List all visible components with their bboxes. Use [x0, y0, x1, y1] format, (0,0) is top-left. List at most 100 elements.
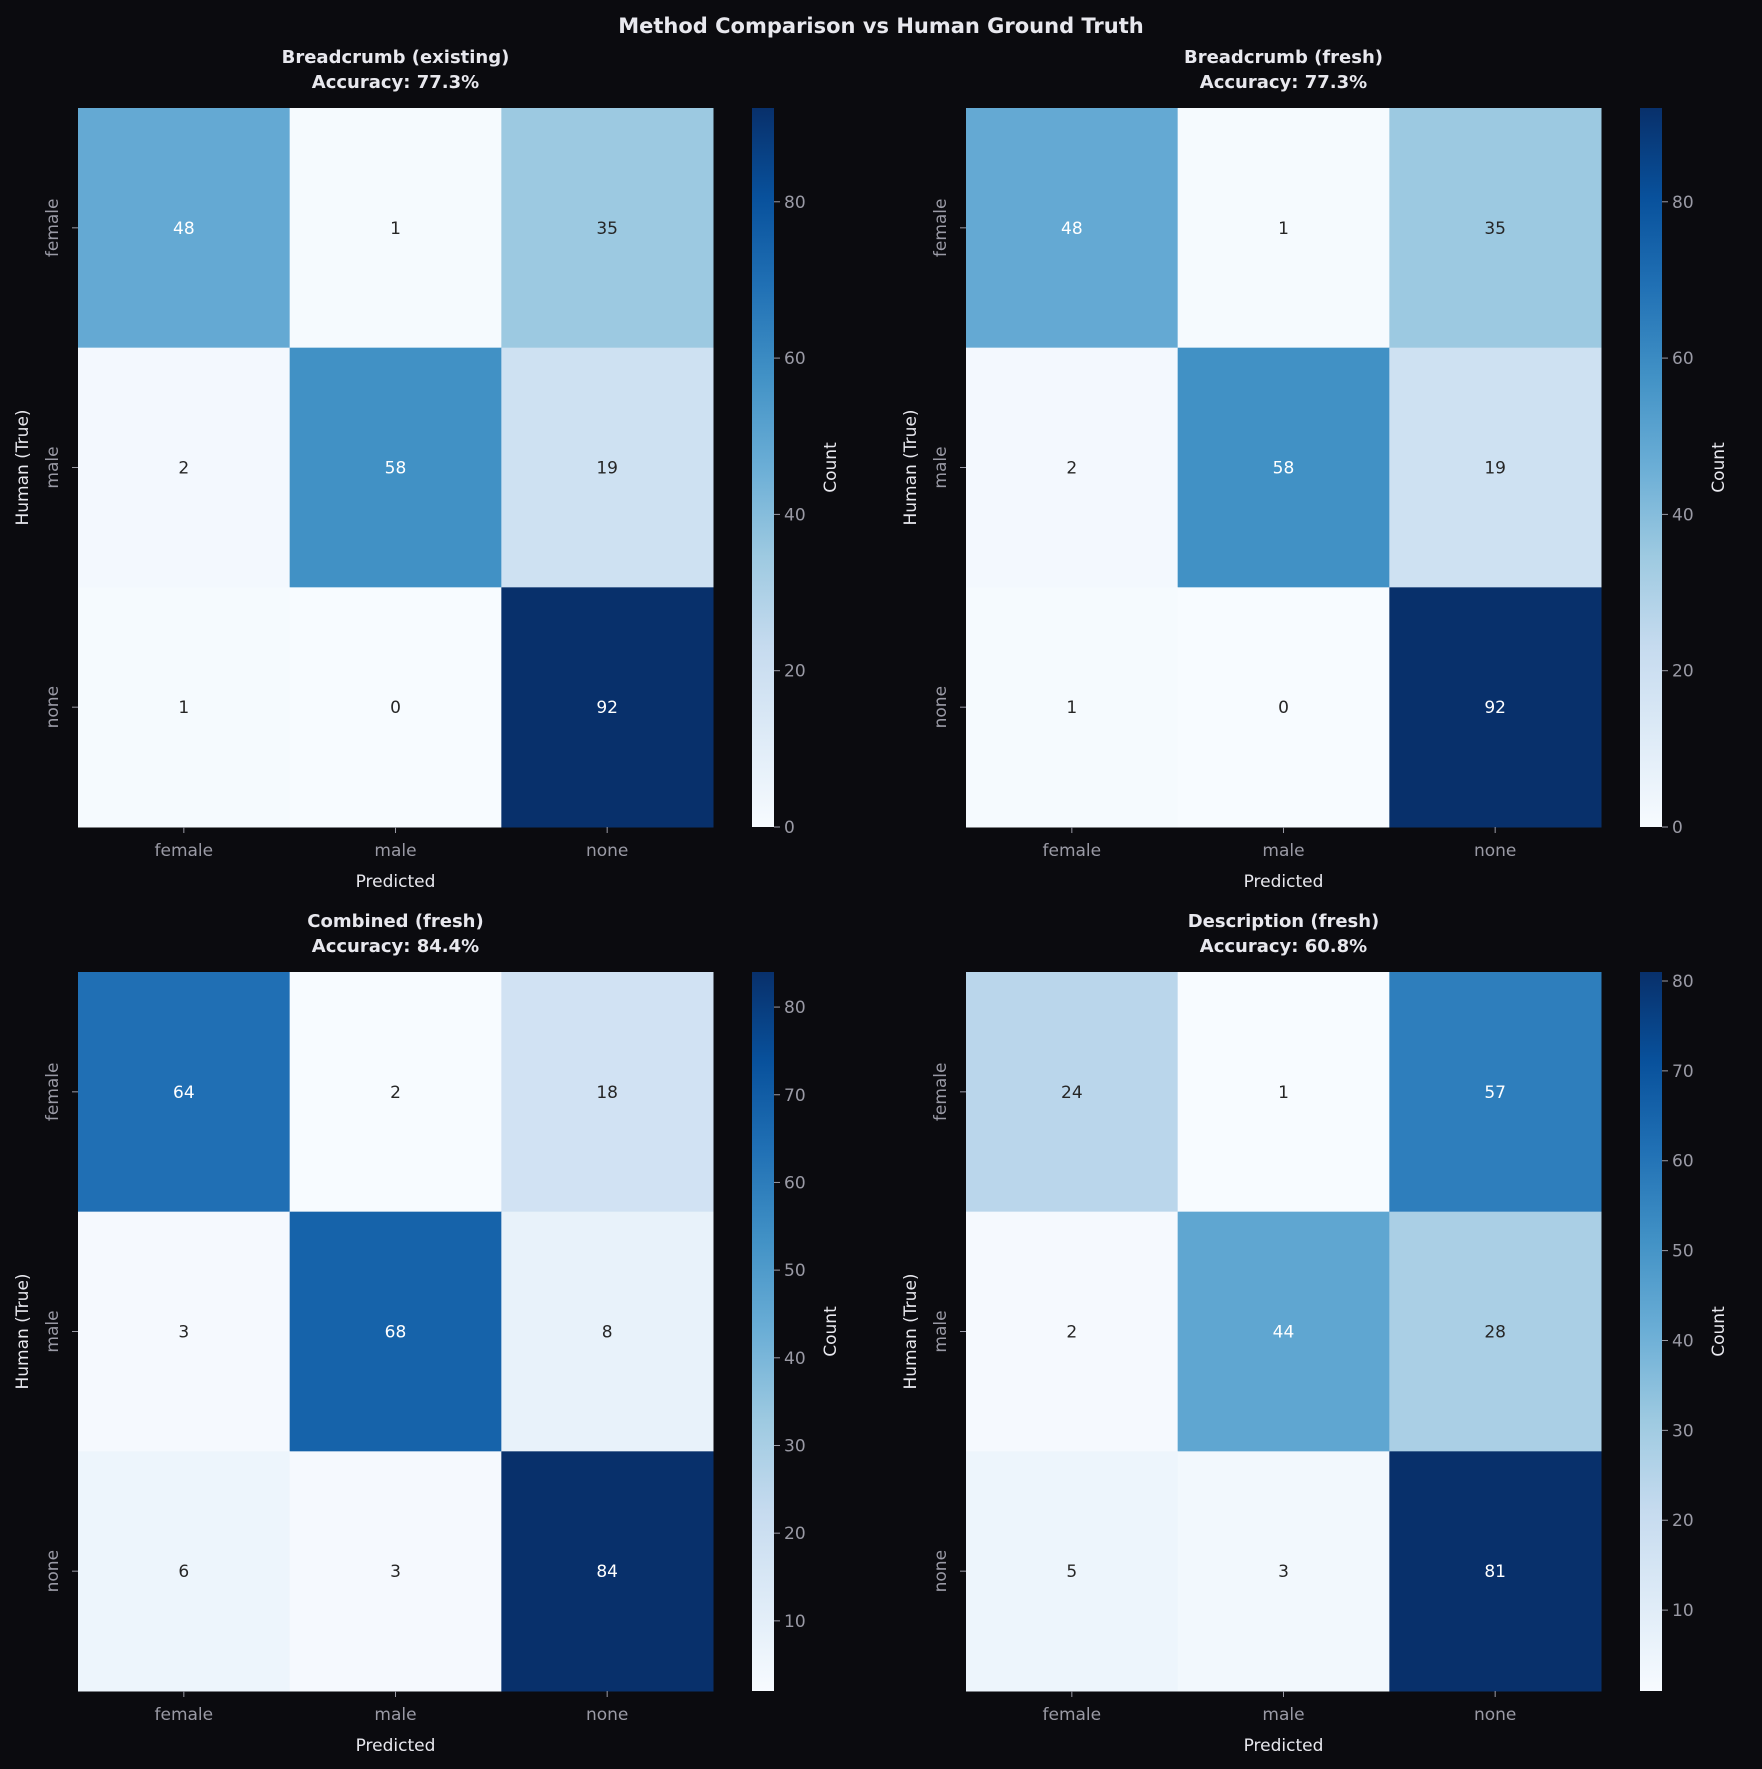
heatmap-cell [501, 1211, 714, 1452]
cell-value: 24 [1061, 1083, 1083, 1103]
heatmap-cell [501, 1451, 714, 1692]
colorbar-label: Count [1709, 442, 1729, 493]
panel-title: Breadcrumb (fresh) [1184, 47, 1383, 68]
colorbar-tick-label: 10 [784, 1612, 806, 1632]
cell-value: 1 [390, 219, 401, 239]
x-tick-label: male [374, 1705, 416, 1725]
y-tick-label: male [931, 1310, 951, 1352]
y-tick-label: male [931, 446, 951, 488]
cell-value: 6 [178, 1562, 189, 1582]
y-axis-label: Human (True) [901, 1273, 921, 1389]
colorbar-label: Count [821, 1306, 841, 1357]
x-axis-label: Predicted [1244, 872, 1324, 892]
cell-value: 84 [596, 1562, 618, 1582]
y-tick-label: female [931, 1063, 951, 1122]
cell-value: 28 [1484, 1323, 1506, 1343]
y-tick-label: female [931, 199, 951, 258]
cell-value: 1 [178, 698, 189, 718]
colorbar-tick-label: 50 [784, 1261, 806, 1281]
figure-title: Method Comparison vs Human Ground Truth [618, 14, 1143, 38]
heatmap-cell [289, 108, 502, 349]
cell-value: 1 [1278, 1083, 1289, 1103]
cell-value: 35 [1484, 219, 1506, 239]
x-tick-label: none [1474, 841, 1516, 861]
colorbar-tick-label: 60 [1672, 349, 1694, 369]
colorbar [752, 972, 774, 1691]
heatmap-cell [78, 972, 291, 1213]
heatmap-cell [1177, 1451, 1390, 1692]
cell-value: 58 [1273, 459, 1295, 479]
colorbar-tick-label: 80 [784, 998, 806, 1018]
colorbar [1640, 972, 1662, 1691]
panel-title: Breadcrumb (existing) [282, 47, 510, 68]
cell-value: 48 [1061, 219, 1083, 239]
panel-accuracy: Accuracy: 77.3% [312, 72, 479, 93]
x-axis-label: Predicted [356, 1736, 436, 1756]
colorbar [752, 108, 774, 827]
heatmap-cell [1177, 347, 1390, 588]
colorbar-tick-label: 60 [784, 1173, 806, 1193]
colorbar-tick-label: 40 [1672, 505, 1694, 525]
colorbar-tick-label: 30 [1672, 1421, 1694, 1441]
heatmap-cell [1389, 587, 1602, 828]
cell-value: 48 [173, 219, 195, 239]
colorbar-tick-label: 60 [784, 349, 806, 369]
heatmap-cell [1389, 108, 1602, 349]
colorbar-tick-label: 30 [784, 1436, 806, 1456]
heatmap-cell [78, 347, 291, 588]
panel-title: Combined (fresh) [307, 911, 483, 932]
panel-accuracy: Accuracy: 84.4% [312, 936, 479, 957]
heatmap-cell [289, 972, 502, 1213]
heatmap-cell [78, 587, 291, 828]
colorbar-tick-label: 10 [1672, 1601, 1694, 1621]
x-tick-label: female [1043, 841, 1102, 861]
cell-value: 2 [1066, 1323, 1077, 1343]
cell-value: 2 [390, 1083, 401, 1103]
colorbar-tick-label: 60 [1672, 1152, 1694, 1172]
x-tick-label: female [155, 1705, 214, 1725]
y-tick-label: none [931, 686, 951, 728]
colorbar-tick-label: 0 [784, 818, 795, 838]
cell-value: 58 [385, 459, 407, 479]
cell-value: 64 [173, 1083, 195, 1103]
x-tick-label: male [1262, 841, 1304, 861]
heatmap-cell [966, 347, 1179, 588]
cell-value: 1 [1278, 219, 1289, 239]
colorbar-tick-label: 20 [784, 1524, 806, 1544]
heatmap-cell [289, 347, 502, 588]
panel-accuracy: Accuracy: 77.3% [1200, 72, 1367, 93]
colorbar-tick-label: 80 [1672, 193, 1694, 213]
heatmap-cell [1389, 972, 1602, 1213]
panel-accuracy: Accuracy: 60.8% [1200, 936, 1367, 957]
heatmap-cell [501, 347, 714, 588]
y-axis-label: Human (True) [13, 1273, 33, 1389]
cell-value: 3 [1278, 1562, 1289, 1582]
cell-value: 0 [390, 698, 401, 718]
colorbar-tick-label: 20 [1672, 1511, 1694, 1531]
cell-value: 19 [1484, 459, 1506, 479]
x-axis-label: Predicted [356, 872, 436, 892]
heatmap-cell [1389, 1451, 1602, 1692]
cell-value: 2 [178, 459, 189, 479]
heatmap-cell [1177, 1211, 1390, 1452]
x-axis-label: Predicted [1244, 1736, 1324, 1756]
cell-value: 92 [596, 698, 618, 718]
y-tick-label: none [931, 1550, 951, 1592]
y-tick-label: none [43, 1550, 63, 1592]
heatmap-cell [1177, 972, 1390, 1213]
colorbar-tick-label: 70 [784, 1086, 806, 1106]
heatmap-cell [1389, 347, 1602, 588]
heatmap-cell [78, 1211, 291, 1452]
cell-value: 19 [596, 459, 618, 479]
cell-value: 8 [602, 1323, 613, 1343]
heatmap-cell [966, 1211, 1179, 1452]
y-axis-label: Human (True) [901, 409, 921, 525]
heatmap-cell [966, 108, 1179, 349]
heatmap-cell [1177, 587, 1390, 828]
colorbar [1640, 108, 1662, 827]
x-tick-label: none [1474, 1705, 1516, 1725]
heatmap-cell [966, 587, 1179, 828]
cell-value: 92 [1484, 698, 1506, 718]
